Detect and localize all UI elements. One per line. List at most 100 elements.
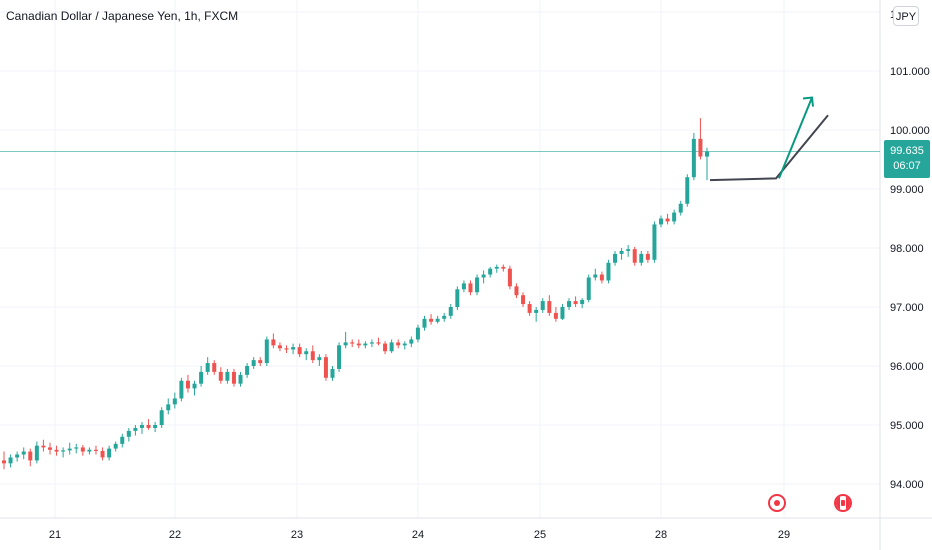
- candle-body: [665, 218, 670, 222]
- y-tick-label: 101.000: [890, 66, 930, 78]
- candle-body: [245, 366, 250, 375]
- candle-body: [514, 286, 519, 296]
- candle-body: [199, 371, 204, 384]
- candle-body: [231, 371, 236, 384]
- candle-body: [461, 283, 466, 290]
- candle-body: [593, 274, 598, 278]
- candle-body: [251, 360, 256, 366]
- candle-body: [659, 218, 664, 225]
- candle-body: [87, 449, 92, 452]
- candle-body: [120, 436, 125, 444]
- candle-body: [527, 304, 532, 313]
- x-tick-label: 22: [169, 529, 181, 541]
- candle-body: [553, 312, 558, 319]
- candle-body: [383, 343, 388, 352]
- candle-body: [41, 445, 46, 448]
- canada-flag-icon[interactable]: [834, 494, 852, 512]
- candle-body: [350, 342, 355, 344]
- candle-body: [21, 451, 26, 455]
- x-tick-label: 21: [49, 529, 61, 541]
- candle-body: [225, 371, 230, 381]
- x-tick-label: 24: [412, 529, 424, 541]
- candle-body: [192, 383, 197, 389]
- gridlines: [0, 0, 880, 518]
- candle-body: [172, 398, 177, 405]
- candle-body: [488, 268, 493, 275]
- candle-body: [258, 360, 263, 364]
- candle-body: [153, 425, 158, 428]
- candle-body: [107, 448, 112, 458]
- candle-body: [455, 289, 460, 307]
- candle-body: [139, 425, 144, 428]
- candle-body: [396, 342, 401, 346]
- candle-body: [389, 342, 394, 352]
- candle-body: [540, 301, 545, 310]
- candle-body: [297, 347, 302, 355]
- current-price-label: 99.635 06:07: [884, 140, 930, 178]
- candle-body: [567, 301, 572, 307]
- candle-body: [323, 357, 328, 378]
- candle-body: [205, 363, 210, 372]
- candle-body: [317, 357, 322, 361]
- candle-body: [422, 318, 427, 328]
- candle-body: [606, 262, 611, 281]
- candle-body: [652, 224, 657, 260]
- candle-body: [599, 274, 604, 281]
- event-record-icon[interactable]: [768, 494, 786, 512]
- candle-body: [100, 450, 105, 458]
- candle-body: [291, 347, 296, 350]
- candle-body: [310, 351, 315, 361]
- forecast-arrow-line: [778, 97, 813, 179]
- candle-body: [159, 410, 164, 425]
- x-tick-label: 28: [655, 529, 667, 541]
- candle-body: [356, 343, 361, 346]
- candle-body: [494, 266, 499, 269]
- x-tick-label: 23: [291, 529, 303, 541]
- candle-body: [678, 203, 683, 213]
- candle-body: [264, 339, 269, 364]
- y-tick-label: 99.000: [890, 184, 924, 196]
- candle-body: [67, 448, 72, 451]
- flag-bar-right: [846, 496, 850, 510]
- candle-body: [376, 342, 381, 344]
- candle-body: [47, 447, 52, 450]
- x-tick-label: 29: [778, 529, 790, 541]
- candle-body: [284, 348, 289, 350]
- y-tick-label: 100.000: [890, 125, 930, 137]
- candle-body: [363, 343, 368, 346]
- currency-button[interactable]: JPY: [893, 6, 919, 26]
- flag-bar-left: [836, 496, 840, 510]
- candle-body: [185, 380, 190, 389]
- y-tick-label: 95.000: [890, 420, 924, 432]
- candle-body: [113, 443, 118, 449]
- candle-body: [507, 268, 512, 287]
- candle-body: [435, 318, 440, 322]
- candle-body: [639, 253, 644, 263]
- projection-line: [709, 114, 829, 182]
- candle-body: [442, 315, 447, 319]
- candle-body: [126, 430, 131, 437]
- candle-body: [369, 342, 374, 344]
- candle-body: [343, 342, 348, 346]
- y-tick-label: 96.000: [890, 361, 924, 373]
- candle-body: [619, 250, 624, 254]
- candle-body: [468, 283, 473, 293]
- bar-countdown: 06:07: [893, 160, 921, 172]
- candle-body: [80, 447, 85, 452]
- candle-body: [277, 345, 282, 349]
- candle-body: [402, 343, 407, 346]
- candle-body: [481, 274, 486, 278]
- candle-body: [93, 449, 98, 451]
- candle-body: [146, 425, 151, 428]
- current-price-value: 99.635: [890, 145, 924, 157]
- candle-body: [34, 445, 39, 461]
- candle-body: [645, 253, 650, 260]
- candle-body: [54, 449, 59, 452]
- candle-body: [409, 339, 414, 344]
- candle-body: [271, 339, 276, 346]
- candle-body: [337, 345, 342, 369]
- candle-body: [691, 138, 696, 178]
- symbol-title[interactable]: Canadian Dollar / Japanese Yen, 1h, FXCM: [6, 9, 239, 23]
